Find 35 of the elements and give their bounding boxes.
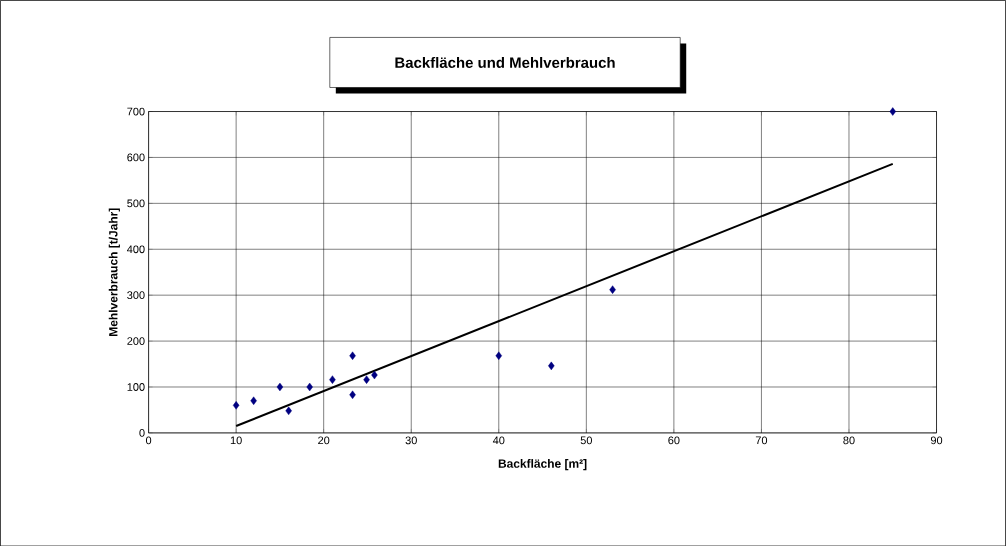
x-tick-label: 0 bbox=[145, 436, 152, 444]
x-tick-label: 60 bbox=[668, 436, 680, 444]
point bbox=[495, 351, 502, 360]
point bbox=[276, 382, 284, 391]
x-tick-label: 10 bbox=[230, 436, 242, 444]
x-tick-label: 20 bbox=[318, 436, 330, 444]
y-tick-label: 400 bbox=[127, 245, 145, 253]
point bbox=[306, 382, 313, 391]
point bbox=[285, 406, 292, 415]
x-tick-label: 50 bbox=[580, 436, 592, 444]
x-tick-label: 70 bbox=[755, 436, 768, 444]
x-tick-label: 30 bbox=[405, 436, 417, 444]
y-tick-label: 0 bbox=[139, 428, 145, 437]
chart-title: Backfläche und Mehlverbrauch bbox=[395, 56, 615, 68]
point bbox=[329, 375, 336, 384]
point bbox=[609, 285, 616, 294]
x-tick-label: 90 bbox=[930, 436, 943, 444]
y-tick-label: 200 bbox=[127, 336, 145, 345]
x-tick-label: 40 bbox=[492, 436, 505, 444]
y-tick-label: 600 bbox=[127, 153, 145, 162]
point bbox=[349, 351, 356, 360]
x-tick-label: 80 bbox=[843, 436, 855, 444]
y-tick-label: 700 bbox=[127, 107, 145, 116]
point bbox=[232, 400, 240, 410]
point bbox=[349, 390, 356, 399]
y-tick-label: 500 bbox=[127, 199, 145, 208]
y-tick-label: 100 bbox=[127, 382, 145, 391]
y-axis-title: Mehlverbrauch [t/Jahr] bbox=[108, 208, 120, 336]
y-tick-label: 300 bbox=[127, 291, 145, 299]
point bbox=[250, 396, 257, 405]
x-axis-title: Backfläche [m²] bbox=[498, 458, 587, 470]
point bbox=[548, 361, 555, 370]
point bbox=[363, 375, 370, 384]
point bbox=[371, 370, 378, 380]
point bbox=[889, 107, 896, 116]
